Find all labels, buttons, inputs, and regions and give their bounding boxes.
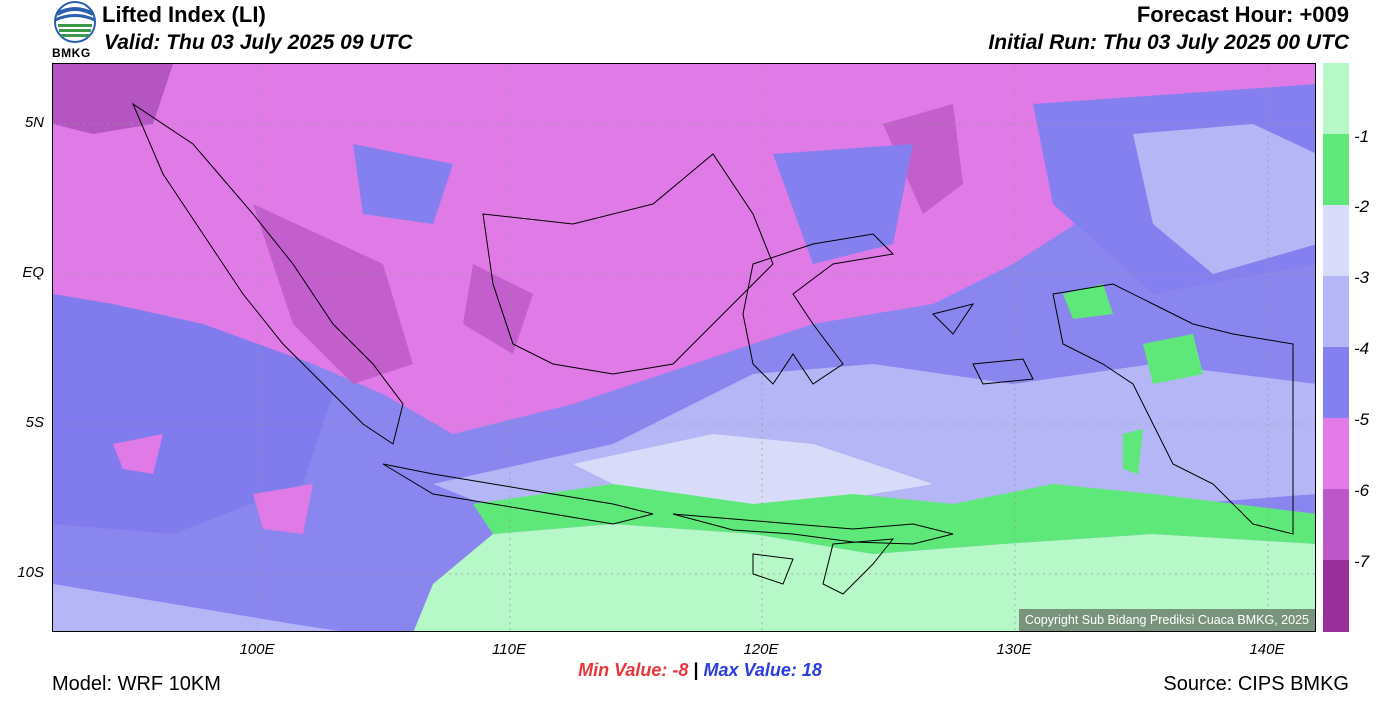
lat-label-5n: 5N	[24, 114, 44, 131]
min-max-values: Min Value: -8 | Max Value: 18	[0, 660, 1400, 681]
lon-label-100e: 100E	[239, 641, 275, 658]
bmkg-logo-icon	[54, 1, 96, 43]
lat-label-eq: EQ	[22, 264, 44, 281]
initial-run: Initial Run: Thu 03 July 2025 00 UTC	[988, 31, 1349, 54]
source-label: Source: CIPS BMKG	[1163, 673, 1349, 695]
bmkg-logo: BMKG	[50, 0, 100, 60]
lifted-index-map	[52, 63, 1316, 632]
colorbar-segment	[1323, 560, 1349, 632]
colorbar-segment	[1323, 205, 1349, 276]
min-max-separator: |	[693, 660, 699, 680]
lat-label-10s: 10S	[17, 564, 44, 581]
logo-text: BMKG	[52, 46, 91, 60]
forecast-hour: Forecast Hour: +009	[1136, 2, 1349, 27]
colorbar-label: -4	[1354, 339, 1370, 358]
colorbar-segment	[1323, 276, 1349, 347]
colorbar-label: -5	[1354, 410, 1370, 429]
colorbar-label: -2	[1354, 197, 1370, 216]
model-label: Model: WRF 10KM	[52, 673, 221, 695]
colorbar-segment	[1323, 63, 1349, 134]
colorbar	[1323, 63, 1349, 632]
lon-label-110e: 110E	[492, 641, 526, 658]
colorbar-segment	[1323, 489, 1349, 560]
copyright-notice: Copyright Sub Bidang Prediksi Cuaca BMKG…	[1018, 609, 1315, 631]
lon-label-140e: 140E	[1249, 641, 1285, 658]
colorbar-label: -6	[1354, 481, 1370, 500]
colorbar-segment	[1323, 134, 1349, 205]
colorbar-label: -7	[1354, 552, 1370, 571]
lat-label-5s: 5S	[25, 414, 44, 431]
colorbar-label: -1	[1354, 127, 1370, 146]
colorbar-segment	[1323, 347, 1349, 418]
min-value: Min Value: -8	[578, 660, 689, 680]
colorbar-label: -3	[1354, 268, 1370, 287]
lon-label-120e: 120E	[743, 641, 779, 658]
max-value: Max Value: 18	[703, 660, 822, 680]
valid-time: Valid: Thu 03 July 2025 09 UTC	[104, 31, 413, 54]
lon-label-130e: 130E	[996, 641, 1032, 658]
map-title: Lifted Index (LI)	[102, 2, 266, 27]
colorbar-segment	[1323, 418, 1349, 489]
map-field	[53, 64, 1315, 631]
